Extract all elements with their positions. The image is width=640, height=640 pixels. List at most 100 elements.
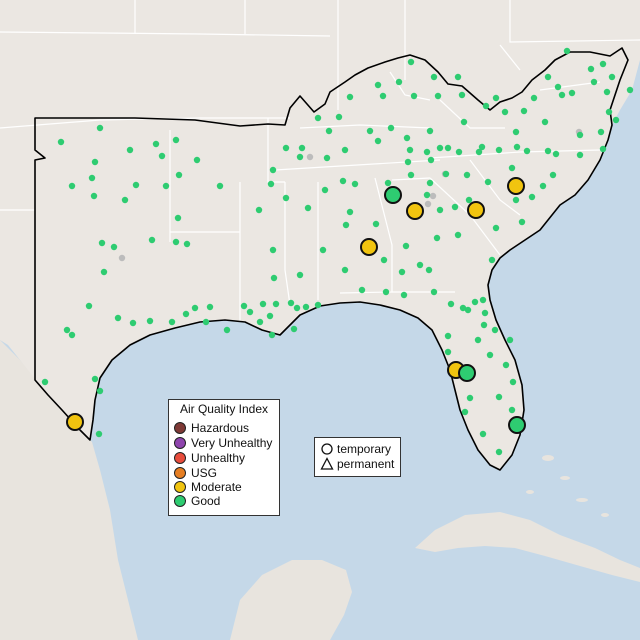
good-monitor-dot[interactable] [132,181,140,189]
good-monitor-dot[interactable] [341,146,349,154]
good-monitor-dot[interactable] [246,308,254,316]
good-monitor-dot[interactable] [599,60,607,68]
good-monitor-dot[interactable] [41,378,49,386]
good-monitor-dot[interactable] [323,154,331,162]
good-monitor-dot[interactable] [182,310,190,318]
good-monitor-dot[interactable] [430,73,438,81]
aqi-marker[interactable] [66,413,84,431]
aqi-markers[interactable] [66,177,526,434]
good-monitor-dot[interactable] [95,430,103,438]
good-monitor-dot[interactable] [346,208,354,216]
good-monitor-dot[interactable] [518,218,526,226]
good-monitor-dot[interactable] [509,378,517,386]
good-monitor-dot[interactable] [436,206,444,214]
good-monitor-dot[interactable] [339,177,347,185]
good-monitor-dot[interactable] [549,171,557,179]
inactive-monitor-dot[interactable] [306,153,314,161]
good-monitor-dot[interactable] [172,238,180,246]
good-monitor-dot[interactable] [404,158,412,166]
good-monitor-dot[interactable] [110,243,118,251]
good-monitor-dot[interactable] [63,326,71,334]
good-monitor-dot[interactable] [520,107,528,115]
good-monitor-dot[interactable] [272,300,280,308]
good-monitor-dot[interactable] [442,170,450,178]
good-monitor-dot[interactable] [269,246,277,254]
good-monitor-dot[interactable] [603,88,611,96]
good-monitor-dot[interactable] [479,430,487,438]
good-monitor-dot[interactable] [270,274,278,282]
good-monitor-dot[interactable] [430,288,438,296]
good-monitor-dot[interactable] [158,152,166,160]
good-monitor-dot[interactable] [126,146,134,154]
good-monitor-dot[interactable] [325,127,333,135]
good-monitor-dot[interactable] [568,89,576,97]
good-monitor-dot[interactable] [287,299,295,307]
good-monitor-dot[interactable] [433,234,441,242]
good-monitor-dot[interactable] [256,318,264,326]
good-monitor-dot[interactable] [346,93,354,101]
good-monitor-dot[interactable] [492,94,500,102]
aqi-marker[interactable] [458,364,476,382]
good-monitor-dot[interactable] [90,192,98,200]
good-monitor-dot[interactable] [88,174,96,182]
good-monitor-dot[interactable] [423,191,431,199]
good-monitor-dot[interactable] [425,266,433,274]
good-monitor-dot[interactable] [406,146,414,154]
good-monitor-dot[interactable] [501,108,509,116]
good-monitor-dot[interactable] [434,92,442,100]
good-monitor-dot[interactable] [296,271,304,279]
good-monitor-dot[interactable] [474,336,482,344]
good-monitor-dot[interactable] [268,331,276,339]
good-monitor-dot[interactable] [403,134,411,142]
good-monitor-dot[interactable] [508,164,516,172]
good-monitor-dot[interactable] [471,298,479,306]
good-monitor-dot[interactable] [597,128,605,136]
good-monitor-dot[interactable] [335,113,343,121]
good-monitor-dot[interactable] [282,144,290,152]
good-monitor-dot[interactable] [379,92,387,100]
good-monitor-dot[interactable] [544,147,552,155]
good-monitor-dot[interactable] [512,128,520,136]
good-monitor-dot[interactable] [528,193,536,201]
good-monitor-dot[interactable] [68,182,76,190]
good-monitor-dot[interactable] [612,116,620,124]
good-monitor-dot[interactable] [148,236,156,244]
good-monitor-dot[interactable] [96,387,104,395]
good-monitor-dot[interactable] [491,326,499,334]
good-monitor-dot[interactable] [400,291,408,299]
good-monitor-dot[interactable] [488,256,496,264]
good-monitor-dot[interactable] [541,118,549,126]
good-monitor-dot[interactable] [495,448,503,456]
good-monitor-dot[interactable] [216,182,224,190]
good-monitor-dot[interactable] [530,94,538,102]
good-monitor-dot[interactable] [255,206,263,214]
aqi-marker[interactable] [508,416,526,434]
good-monitor-dot[interactable] [626,86,634,94]
good-monitor-dot[interactable] [91,375,99,383]
good-monitor-dot[interactable] [372,220,380,228]
good-monitor-dot[interactable] [96,124,104,132]
good-monitor-dot[interactable] [302,303,310,311]
good-monitor-dot[interactable] [484,178,492,186]
good-monitor-dot[interactable] [587,65,595,73]
aqi-marker[interactable] [406,202,424,220]
good-monitor-dot[interactable] [146,317,154,325]
good-monitor-dot[interactable] [351,180,359,188]
good-monitor-dot[interactable] [454,231,462,239]
good-monitor-dot[interactable] [384,179,392,187]
good-monitor-dot[interactable] [492,224,500,232]
good-monitor-dot[interactable] [508,406,516,414]
good-monitor-dot[interactable] [341,266,349,274]
good-monitor-dot[interactable] [269,166,277,174]
good-monitor-dot[interactable] [552,150,560,158]
good-monitor-dot[interactable] [290,325,298,333]
good-monitor-dot[interactable] [461,408,469,416]
good-monitor-dot[interactable] [267,180,275,188]
good-monitor-dot[interactable] [304,204,312,212]
good-monitor-dot[interactable] [466,394,474,402]
good-monitor-dot[interactable] [475,148,483,156]
good-monitor-dot[interactable] [395,78,403,86]
good-monitor-dot[interactable] [387,124,395,132]
good-monitor-dot[interactable] [202,318,210,326]
inactive-monitor-dot[interactable] [429,192,437,200]
